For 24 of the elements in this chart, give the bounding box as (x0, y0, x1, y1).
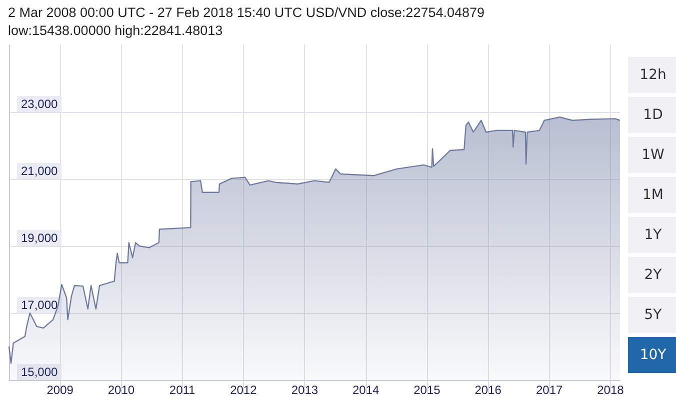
text: 12h (628, 57, 676, 93)
text: 1Y (628, 217, 676, 253)
y-tick-label: 17,000 (21, 298, 58, 312)
x-tick-label: 2012 (230, 383, 258, 397)
text: 1W (628, 137, 676, 173)
y-tick-label: 23,000 (21, 97, 58, 111)
x-tick-label: 2010 (108, 383, 135, 397)
text: 1M (628, 177, 676, 213)
chart-title: 2 Mar 2008 00:00 UTC - 27 Feb 2018 15:40 UTC USD/VND close:22754.04879 low:15438.00000 high:22841.48013 (8, 4, 486, 40)
text: 1D (628, 97, 676, 133)
x-tick-label: 2009 (46, 383, 74, 397)
text: 5Y (628, 297, 676, 333)
x-tick-label: 2016 (474, 383, 502, 397)
text: 10Y (628, 337, 676, 373)
x-tick-label: 2011 (169, 383, 196, 397)
x-tick-label: 2013 (291, 383, 318, 397)
text: 2Y (628, 257, 676, 293)
x-tick-label: 2017 (536, 383, 564, 397)
y-tick-label: 21,000 (21, 164, 58, 178)
y-tick-label: 15,000 (21, 365, 58, 379)
x-tick-label: 2018 (597, 383, 624, 397)
x-tick-label: 2014 (352, 383, 380, 397)
y-tick-label: 19,000 (21, 231, 58, 245)
x-tick-label: 2015 (414, 383, 441, 397)
